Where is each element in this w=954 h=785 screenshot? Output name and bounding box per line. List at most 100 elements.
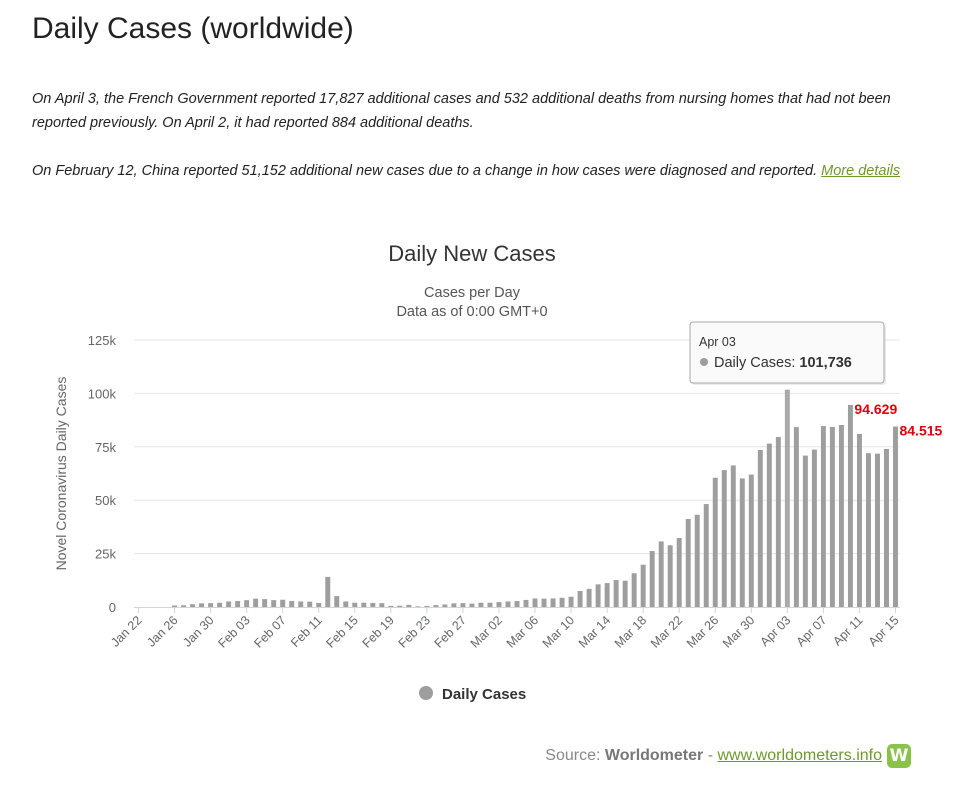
y-axis-label: Novel Coronavirus Daily Cases — [53, 377, 69, 571]
bar-apr-02[interactable] — [775, 436, 781, 607]
bar-feb-21[interactable] — [406, 604, 412, 607]
value-annotation: 84.515 — [899, 422, 942, 438]
legend-label[interactable]: Daily Cases — [442, 686, 526, 703]
bar-apr-12[interactable] — [865, 453, 871, 607]
bar-feb-20[interactable] — [397, 605, 403, 607]
bar-feb-14[interactable] — [343, 601, 349, 607]
bar-apr-14[interactable] — [884, 448, 889, 607]
bar-feb-26[interactable] — [451, 603, 457, 607]
bar-jan-31[interactable] — [217, 602, 223, 607]
worldometer-logo-icon[interactable]: W — [887, 744, 911, 768]
bar-jan-30[interactable] — [208, 603, 214, 607]
bar-feb-23[interactable] — [424, 605, 430, 607]
bar-feb-22[interactable] — [415, 606, 421, 607]
chart-subtitle: Cases per Day — [424, 285, 521, 301]
x-tick-label: Feb 07 — [251, 613, 288, 650]
bar-feb-09[interactable] — [298, 601, 304, 607]
bar-feb-15[interactable] — [352, 602, 358, 607]
bar-feb-06[interactable] — [271, 600, 277, 607]
bar-mar-29[interactable] — [739, 478, 745, 607]
bar-feb-05[interactable] — [262, 599, 268, 607]
bar-mar-15[interactable] — [613, 580, 619, 607]
bar-apr-01[interactable] — [766, 443, 772, 607]
bar-feb-02[interactable] — [235, 601, 241, 607]
bar-mar-20[interactable] — [658, 541, 664, 607]
bar-feb-24[interactable] — [433, 605, 439, 607]
bar-jan-28[interactable] — [190, 604, 196, 607]
bar-mar-19[interactable] — [649, 551, 655, 607]
bar-apr-10[interactable] — [847, 404, 853, 607]
bar-apr-13[interactable] — [874, 453, 880, 607]
x-tick-label: Mar 30 — [720, 613, 757, 650]
bar-feb-03[interactable] — [244, 600, 250, 607]
y-tick-label: 100k — [88, 386, 117, 401]
bar-mar-24[interactable] — [694, 514, 700, 607]
bar-feb-28[interactable] — [469, 603, 475, 607]
bar-mar-01[interactable] — [487, 602, 493, 607]
bar-feb-17[interactable] — [370, 602, 376, 607]
bar-apr-04[interactable] — [793, 427, 799, 607]
bar-mar-26[interactable] — [712, 477, 718, 607]
bar-feb-10[interactable] — [307, 601, 313, 607]
bar-mar-23[interactable] — [685, 518, 691, 607]
source-link[interactable]: www.worldometers.info — [717, 747, 883, 764]
bar-apr-08[interactable] — [829, 426, 835, 607]
bar-feb-12[interactable] — [325, 576, 331, 607]
bar-mar-21[interactable] — [667, 545, 673, 607]
bar-mar-13[interactable] — [595, 584, 601, 607]
source-separator: - — [707, 747, 714, 764]
bar-feb-25[interactable] — [442, 604, 448, 607]
bar-mar-16[interactable] — [622, 580, 628, 607]
bar-mar-31[interactable] — [757, 450, 763, 607]
bar-jan-27[interactable] — [181, 605, 187, 607]
source-line: Source: Worldometer - www.worldometers.i… — [545, 747, 882, 765]
bar-feb-19[interactable] — [388, 605, 394, 607]
bar-feb-08[interactable] — [289, 601, 295, 607]
bar-apr-03[interactable] — [784, 389, 790, 607]
bar-mar-17[interactable] — [631, 573, 637, 607]
bar-apr-11[interactable] — [856, 433, 862, 607]
bar-mar-02[interactable] — [496, 602, 502, 607]
bar-mar-10[interactable] — [568, 596, 574, 607]
bar-jan-29[interactable] — [199, 603, 205, 607]
tooltip-label: Daily Cases: — [714, 355, 799, 371]
bar-mar-14[interactable] — [604, 583, 610, 607]
bar-feb-07[interactable] — [280, 599, 286, 607]
bar-apr-07[interactable] — [820, 426, 826, 607]
legend[interactable]: Daily Cases — [419, 686, 526, 703]
bar-mar-18[interactable] — [640, 564, 646, 607]
bar-mar-27[interactable] — [721, 470, 727, 607]
bar-feb-01[interactable] — [226, 601, 232, 607]
bar-mar-09[interactable] — [559, 597, 565, 607]
bar-feb-04[interactable] — [253, 598, 259, 607]
bar-feb-11[interactable] — [316, 602, 322, 607]
bar-mar-08[interactable] — [550, 598, 556, 607]
bar-feb-18[interactable] — [379, 603, 385, 607]
bar-apr-06[interactable] — [811, 449, 817, 607]
bar-mar-05[interactable] — [523, 599, 529, 607]
bar-apr-15[interactable] — [893, 426, 898, 607]
bar-feb-29[interactable] — [478, 602, 484, 607]
bar-feb-16[interactable] — [361, 602, 367, 607]
x-tick-label: Feb 19 — [360, 613, 397, 650]
bar-mar-25[interactable] — [703, 504, 709, 607]
bar-apr-09[interactable] — [838, 425, 844, 607]
bar-mar-06[interactable] — [532, 598, 538, 607]
bar-jan-26[interactable] — [172, 605, 178, 607]
bar-feb-27[interactable] — [460, 603, 466, 607]
bar-mar-03[interactable] — [505, 601, 511, 607]
bar-mar-22[interactable] — [676, 538, 682, 607]
more-details-link[interactable]: More details — [821, 163, 901, 179]
bar-mar-28[interactable] — [730, 465, 736, 607]
bar-feb-13[interactable] — [334, 596, 340, 607]
bar-mar-04[interactable] — [514, 601, 520, 607]
bar-mar-30[interactable] — [748, 474, 754, 607]
x-tick-label: Mar 22 — [648, 613, 685, 650]
tooltip-date: Apr 03 — [699, 335, 736, 349]
bar-mar-07[interactable] — [541, 598, 547, 607]
bar-apr-05[interactable] — [802, 455, 808, 607]
bar-mar-12[interactable] — [586, 588, 592, 607]
bar-mar-11[interactable] — [577, 590, 583, 607]
source-prefix: Source: — [545, 747, 601, 764]
x-tick-label: Jan 30 — [180, 613, 216, 649]
